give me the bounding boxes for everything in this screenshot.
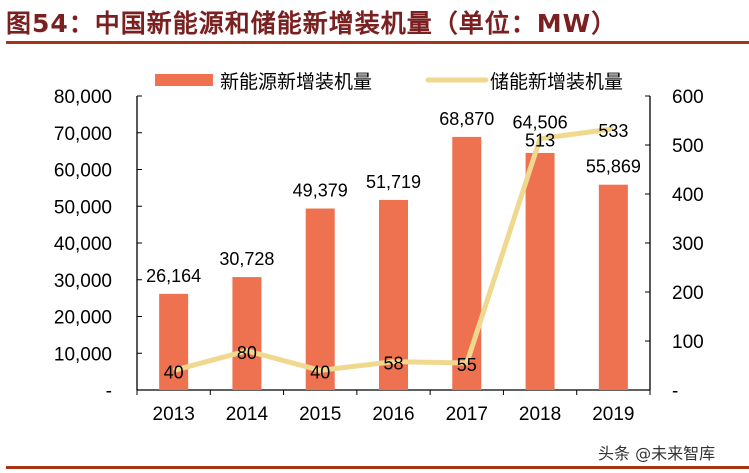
x-tick-label: 2019 (592, 404, 634, 425)
line-data-label: 533 (598, 121, 628, 141)
x-tick-label: 2015 (299, 404, 341, 425)
x-tick-label: 2013 (153, 404, 195, 425)
bar-2015 (305, 208, 335, 390)
bar-2016 (379, 199, 408, 390)
line-data-label: 55 (457, 355, 477, 375)
bar-data-label: 55,869 (586, 157, 641, 177)
legend-label-bar: 新能源新增装机量 (220, 71, 372, 93)
left-tick-label: 30,000 (54, 271, 112, 292)
legend-label-line: 储能新增装机量 (490, 71, 623, 93)
left-tick-label: 70,000 (54, 124, 112, 145)
line-data-label: 58 (383, 354, 403, 374)
left-tick-label: 60,000 (54, 161, 112, 182)
line-data-label: 40 (164, 362, 184, 382)
bar-data-label: 49,379 (293, 181, 348, 201)
left-tick-label: - (106, 381, 112, 402)
left-tick-label: 80,000 (54, 87, 112, 108)
storage-line (172, 126, 614, 373)
left-tick-label: 20,000 (54, 308, 112, 329)
watermark: 头条 @未来智库 (598, 444, 716, 463)
right-tick-label: 600 (672, 87, 704, 108)
bar-data-label: 64,506 (513, 113, 568, 133)
x-tick-label: 2018 (519, 404, 561, 425)
right-tick-label: 100 (672, 332, 704, 353)
left-tick-label: 10,000 (54, 344, 112, 365)
bottom-rule (6, 466, 749, 469)
right-tick-label: 200 (672, 283, 704, 304)
x-tick-label: 2017 (446, 404, 488, 425)
line-data-label: 40 (310, 362, 330, 382)
right-tick-label: - (672, 381, 678, 402)
figure-title: 图54：中国新能源和储能新增装机量（单位：MW） (6, 9, 618, 38)
legend-swatch-bar (155, 74, 213, 86)
x-tick-label: 2016 (372, 404, 414, 425)
bar-data-label: 68,870 (439, 109, 494, 129)
right-tick-label: 400 (672, 185, 704, 206)
right-tick-label: 300 (672, 234, 704, 255)
line-data-label: 80 (237, 343, 257, 363)
bar-2018 (525, 152, 555, 390)
bar-2019 (598, 184, 628, 390)
bar-2017 (452, 136, 482, 390)
bar-data-label: 30,728 (219, 249, 274, 269)
bar-2013 (159, 293, 189, 390)
bar-2014 (232, 277, 262, 390)
top-rule (6, 41, 749, 44)
left-tick-label: 40,000 (54, 234, 112, 255)
bar-data-label: 26,164 (146, 266, 201, 286)
left-tick-label: 50,000 (54, 197, 112, 218)
bar-data-label: 51,719 (366, 172, 421, 192)
x-tick-label: 2014 (226, 404, 269, 425)
right-tick-label: 500 (672, 136, 704, 157)
line-data-label: 513 (525, 131, 555, 151)
